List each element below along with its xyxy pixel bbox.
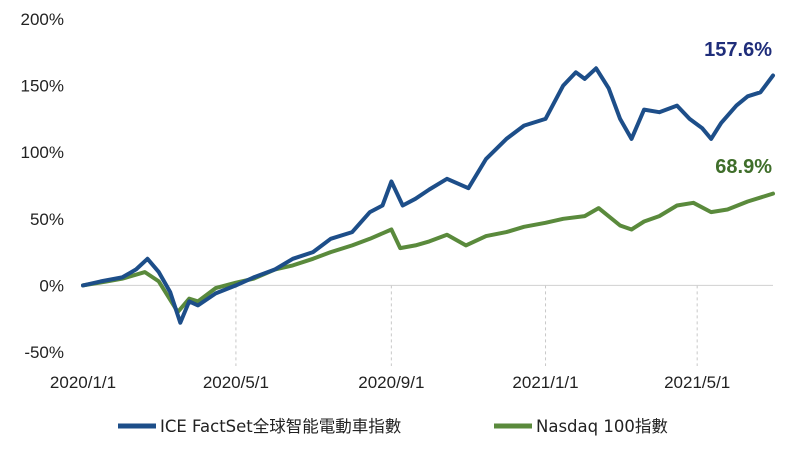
x-tick-label: 2021/5/1 [664,373,730,392]
y-tick-label: 200% [21,10,64,29]
y-axis-tick-labels: 200% 150% 100% 50% 0% -50% [21,10,64,362]
y-tick-label: 100% [21,143,64,162]
series-line-ice [81,66,775,325]
legend-label-ice: ICE FactSet全球智能電動車指數 [160,417,401,436]
end-value-labels: 157.6% 68.9% [704,39,772,178]
legend: ICE FactSet全球智能電動車指數 Nasdaq 100指數 [118,417,668,436]
x-tick-label: 2020/1/1 [50,373,116,392]
vertical-gridlines [235,285,698,366]
x-tick-label: 2020/9/1 [358,373,424,392]
x-axis-tick-labels: 2020/1/1 2020/5/1 2020/9/1 2021/1/1 2021/5/1 [50,373,730,392]
series-end-label-ice: 157.6% [704,39,772,61]
x-tick-label: 2020/5/1 [203,373,269,392]
x-tick-label: 2021/1/1 [512,373,578,392]
y-tick-label: 50% [30,210,64,229]
series-end-label-nasdaq: 68.9% [715,156,772,178]
y-tick-label: 0% [39,276,64,295]
legend-label-nasdaq: Nasdaq 100指數 [536,417,668,436]
y-tick-label: -50% [24,343,64,362]
series-lines [81,66,775,325]
series-line-nasdaq [81,191,775,314]
y-tick-label: 150% [21,77,64,96]
